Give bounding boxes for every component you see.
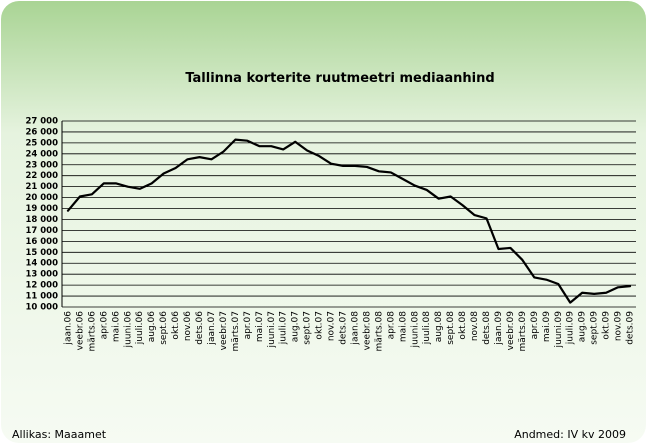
x-tick-label: juuni.06 (123, 311, 133, 349)
x-tick-label: nov.08 (470, 311, 480, 341)
x-tick-label: nov.07 (327, 311, 337, 341)
x-tick-label: okt.07 (315, 311, 325, 340)
y-tick-label: 13 000 (25, 270, 58, 280)
x-tick-label: dets.09 (626, 311, 636, 345)
x-tick-label: aug.07 (291, 311, 301, 342)
x-tick-label: aug.09 (578, 311, 588, 343)
x-tick-label: mai.07 (255, 311, 265, 342)
y-tick-label: 17 000 (25, 226, 58, 236)
x-tick-label: märts.08 (374, 311, 384, 352)
x-tick-label: dets.08 (482, 311, 492, 345)
y-tick-label: 21 000 (25, 182, 58, 192)
y-tick-label: 23 000 (25, 160, 58, 170)
x-tick-label: nov.06 (183, 311, 193, 341)
y-tick-label: 24 000 (25, 149, 58, 159)
x-tick-label: veebr.08 (362, 311, 372, 351)
x-tick-label: mai.09 (542, 311, 552, 342)
data-line (66, 138, 632, 304)
x-tick-label: juuli.07 (279, 311, 289, 345)
x-tick-label: apr.06 (99, 311, 109, 340)
y-tick-label: 10 000 (25, 303, 58, 313)
x-tick-label: juuni.09 (554, 311, 564, 349)
y-tick-label: 20 000 (25, 193, 58, 203)
y-tick-label: 14 000 (25, 259, 58, 269)
y-tick-label: 27 000 (25, 117, 58, 127)
x-tick-label: sept.06 (159, 311, 169, 345)
x-tick-label: aug.08 (434, 311, 444, 343)
x-tick-label: jaan.09 (494, 311, 504, 346)
x-tick-label: veebr.06 (75, 311, 85, 351)
x-tick-label: jaan.06 (63, 311, 73, 346)
x-tick-label: sept.08 (446, 311, 456, 345)
y-tick-label: 12 000 (25, 281, 58, 291)
y-tick-label: 25 000 (25, 138, 58, 148)
x-tick-label: dets.07 (339, 311, 349, 345)
x-tick-label: veebr.09 (506, 311, 516, 351)
y-tick-label: 18 000 (25, 215, 58, 225)
y-tick-label: 16 000 (25, 237, 58, 247)
y-tick-label: 19 000 (25, 204, 58, 214)
x-tick-label: sept.07 (303, 311, 313, 345)
x-tick-label: apr.08 (386, 311, 396, 340)
source: Allikas: Maaamet (12, 428, 107, 441)
x-tick-label: apr.09 (530, 311, 540, 340)
x-tick-label: jaan.08 (350, 311, 360, 346)
x-tick-label: okt.09 (602, 311, 612, 340)
x-tick-label: juuli.06 (135, 311, 145, 345)
y-tick-label: 15 000 (25, 248, 58, 258)
x-tick-label: okt.06 (171, 311, 181, 340)
x-tick-label: aug.06 (147, 311, 157, 343)
x-tick-label: dets.06 (195, 311, 205, 345)
x-tick-label: okt.08 (458, 311, 468, 340)
x-tick-label: nov.09 (614, 311, 624, 341)
y-tick-label: 26 000 (25, 127, 58, 137)
chart-title: Tallinna korterite ruutmeetri mediaanhin… (185, 71, 494, 86)
x-tick-label: märts.09 (518, 311, 528, 352)
y-tick-label: 11 000 (25, 292, 58, 302)
x-tick-label: juuni.08 (410, 311, 420, 349)
x-tick-label: mai.06 (111, 311, 121, 342)
x-tick-label: juuni.07 (267, 311, 277, 348)
x-tick-label: juuli.08 (422, 311, 432, 345)
x-tick-label: märts.06 (87, 311, 97, 352)
x-tick-label: sept.09 (590, 311, 600, 345)
x-tick-label: veebr.07 (219, 311, 229, 350)
x-tick-label: apr.07 (243, 311, 253, 339)
x-tick-label: jaan.07 (207, 311, 217, 346)
x-tick-label: mai.08 (398, 311, 408, 342)
x-tick-label: märts.07 (231, 311, 241, 352)
x-tick-label: juuli.09 (566, 311, 576, 345)
y-tick-label: 22 000 (25, 171, 58, 181)
note: Andmed: IV kv 2009 (514, 428, 626, 441)
